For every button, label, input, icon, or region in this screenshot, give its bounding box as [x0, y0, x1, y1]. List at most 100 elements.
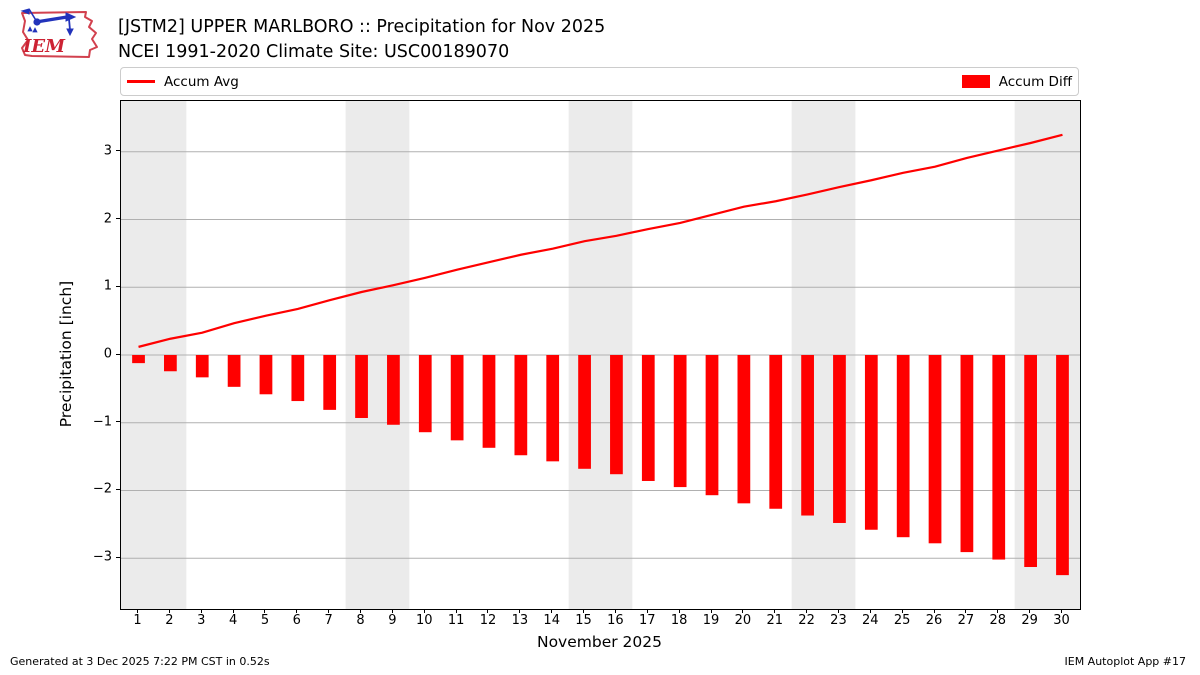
x-tick-mark — [423, 609, 425, 613]
x-tick-mark — [487, 609, 489, 613]
accum-diff-bar — [259, 355, 273, 395]
y-tick-mark — [116, 421, 120, 423]
accum-diff-bar — [928, 355, 942, 544]
app-credit: IEM Autoplot App #17 — [1064, 655, 1187, 668]
accum-diff-bar — [578, 355, 591, 469]
x-tick-mark — [933, 609, 935, 613]
y-tick-label: 2 — [103, 211, 112, 227]
accum-diff-bar — [164, 355, 177, 372]
accum-avg-line — [138, 133, 1063, 348]
x-tick-label: 3 — [197, 613, 206, 628]
y-tick-mark — [116, 488, 120, 490]
accum-diff-bar — [673, 355, 687, 488]
x-tick-label: 15 — [575, 613, 592, 628]
x-tick-label: 21 — [766, 613, 783, 628]
x-tick-mark — [869, 609, 871, 613]
y-tick-label: −3 — [92, 549, 112, 565]
accum-diff-bar — [323, 355, 337, 410]
accum-diff-bar — [1056, 355, 1069, 576]
iem-logo: IEM — [20, 8, 98, 58]
x-tick-mark — [583, 609, 585, 613]
accum-avg-line-swatch — [127, 80, 155, 83]
x-tick-mark — [328, 609, 330, 613]
chart-title-block: [JSTM2] UPPER MARLBORO :: Precipitation … — [118, 15, 605, 65]
accum-diff-bar — [291, 355, 305, 402]
y-tick-label: 0 — [103, 346, 112, 362]
accum-diff-bar — [227, 355, 241, 387]
y-tick-label: 1 — [103, 278, 112, 294]
x-tick-mark — [806, 609, 808, 613]
accum-diff-bar — [864, 355, 878, 530]
x-tick-label: 30 — [1053, 613, 1070, 628]
accum-diff-bar — [514, 355, 528, 456]
x-tick-mark — [774, 609, 776, 613]
x-tick-label: 29 — [1021, 613, 1038, 628]
x-tick-label: 14 — [543, 613, 560, 628]
accum-diff-bar — [546, 355, 560, 462]
accum-diff-bar — [801, 355, 814, 516]
x-tick-label: 26 — [925, 613, 943, 628]
x-tick-mark — [710, 609, 712, 613]
x-tick-mark — [264, 609, 266, 613]
accum-diff-bar — [737, 355, 751, 504]
x-tick-mark — [1029, 609, 1031, 613]
x-tick-mark — [232, 609, 234, 613]
x-tick-label: 12 — [479, 613, 497, 628]
x-tick-label: 20 — [734, 613, 752, 628]
accum-diff-bar — [610, 355, 623, 475]
y-tick-mark — [116, 285, 120, 287]
x-tick-label: 25 — [893, 613, 911, 628]
legend-item-accum-avg: Accum Avg — [127, 74, 239, 90]
x-tick-mark — [455, 609, 457, 613]
accum-diff-bar — [641, 355, 655, 481]
legend-label-accum-diff: Accum Diff — [998, 73, 1072, 90]
y-tick-label: −1 — [92, 414, 112, 430]
accum-diff-bar — [992, 355, 1006, 560]
y-tick-mark — [116, 556, 120, 558]
x-tick-mark — [168, 609, 170, 613]
accum-diff-bar — [482, 355, 496, 448]
accum-diff-bar — [195, 355, 209, 378]
accum-diff-bar — [132, 355, 145, 364]
x-tick-label: 22 — [798, 613, 815, 628]
x-axis-label: November 2025 — [536, 633, 662, 651]
x-tick-mark — [901, 609, 903, 613]
x-tick-label: 24 — [862, 613, 879, 628]
x-tick-label: 28 — [989, 613, 1007, 628]
generated-timestamp: Generated at 3 Dec 2025 7:22 PM CST in 0… — [10, 655, 270, 668]
accum-diff-bar — [387, 355, 400, 425]
x-tick-label: 5 — [260, 613, 270, 628]
plot-area — [120, 100, 1081, 610]
y-axis-label: Precipitation [inch] — [57, 280, 75, 428]
x-tick-mark — [360, 609, 362, 613]
x-tick-label: 2 — [165, 613, 174, 628]
x-tick-label: 19 — [702, 613, 720, 628]
y-tick-mark — [116, 218, 120, 220]
x-tick-mark — [678, 609, 680, 613]
x-tick-mark — [1060, 609, 1062, 613]
y-tick-label: −2 — [92, 481, 112, 497]
x-tick-label: 1 — [133, 613, 142, 628]
logo-text: IEM — [22, 36, 66, 57]
x-tick-label: 8 — [356, 613, 365, 628]
accum-diff-bar — [418, 355, 432, 433]
accum-diff-bar — [705, 355, 719, 496]
accum-diff-bar — [355, 355, 368, 418]
legend: Accum Avg Accum Diff — [120, 67, 1079, 96]
x-tick-label: 18 — [670, 613, 688, 628]
plot-canvas — [121, 101, 1080, 609]
x-tick-mark — [742, 609, 744, 613]
accum-diff-bar — [450, 355, 464, 441]
x-tick-label: 13 — [511, 613, 529, 628]
chart-subtitle: NCEI 1991-2020 Climate Site: USC00189070 — [118, 42, 510, 62]
x-tick-label: 4 — [228, 613, 238, 628]
x-tick-mark — [200, 609, 202, 613]
accum-diff-bar — [896, 355, 910, 538]
x-tick-mark — [519, 609, 521, 613]
x-tick-label: 16 — [607, 613, 624, 628]
legend-item-accum-diff: Accum Diff — [961, 73, 1072, 90]
x-tick-label: 27 — [957, 613, 975, 628]
weather-vane-icon — [20, 8, 77, 37]
accum-diff-bar — [833, 355, 846, 523]
